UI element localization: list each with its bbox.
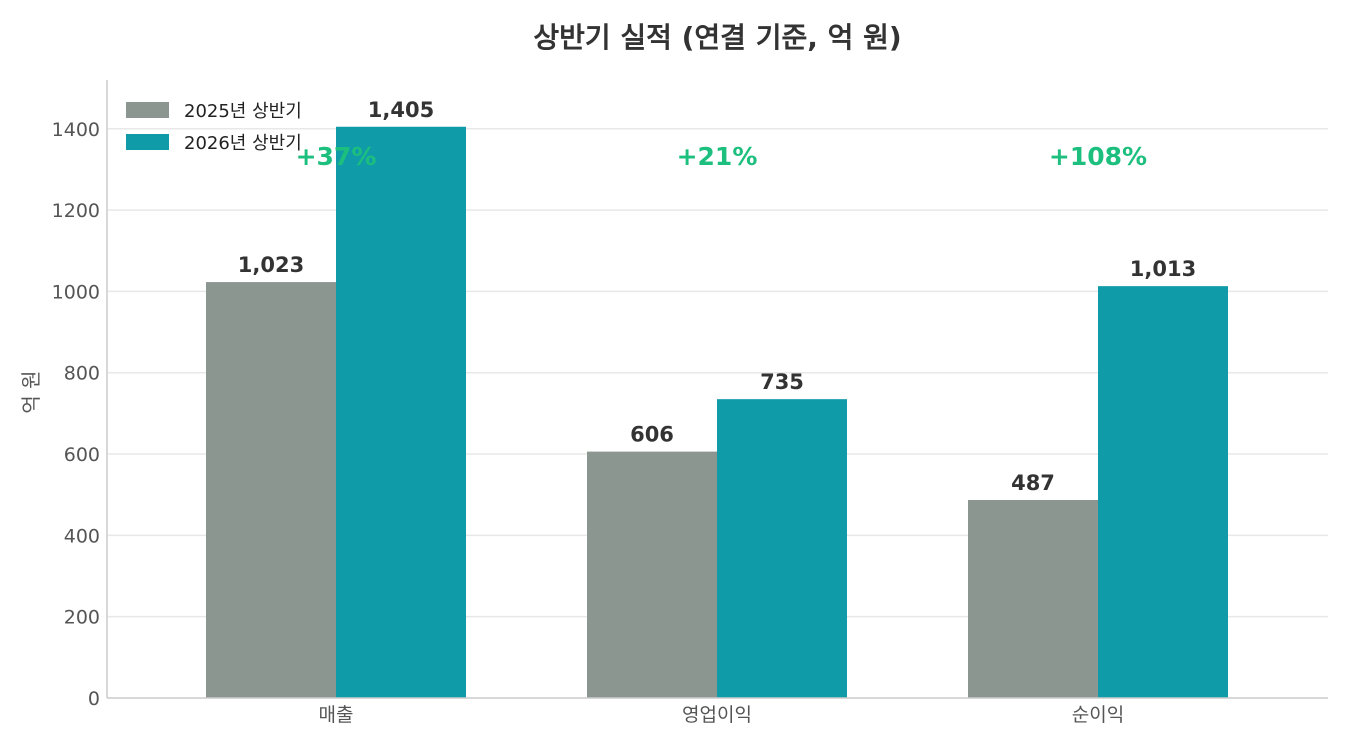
chart-title: 상반기 실적 (연결 기준, 억 원) (533, 21, 902, 54)
x-tick-label: 영업이익 (682, 704, 752, 726)
legend-swatch-2026 (126, 134, 169, 150)
y-tick-label: 800 (64, 363, 100, 385)
growth-label: +37% (296, 142, 377, 171)
y-tick-label: 1400 (52, 119, 100, 141)
axes (106, 80, 1328, 699)
bar-value-label: 1,405 (368, 98, 434, 122)
data-labels: 1,023 1,405 매출 +37% 606 735 영업이익 +21% 487 1,013 순이… (238, 98, 1196, 726)
x-tick-label: 순이익 (1072, 704, 1124, 726)
bars (206, 126, 1228, 698)
bar-2025 (587, 451, 717, 698)
bar-2026 (717, 399, 847, 698)
bar-value-label: 487 (1011, 471, 1055, 495)
bar-value-label: 606 (630, 423, 674, 447)
legend-label-2026: 2026년 상반기 (184, 133, 302, 154)
growth-label: +108% (1049, 142, 1147, 171)
y-tick-label: 200 (64, 607, 100, 629)
bar-value-label: 1,023 (238, 253, 304, 277)
bar-value-label: 1,013 (1130, 257, 1196, 281)
y-tick-label: 0 (88, 688, 100, 710)
x-tick-label: 매출 (319, 704, 354, 726)
bar-2026 (1098, 286, 1228, 698)
y-tick-label: 1000 (52, 281, 100, 303)
y-tick-label: 400 (64, 525, 100, 547)
legend-label-2025: 2025년 상반기 (184, 101, 302, 122)
bar-2026 (336, 126, 466, 698)
bar-2025 (968, 499, 1098, 698)
y-axis-label: 억 원 (19, 370, 43, 413)
growth-label: +21% (677, 142, 758, 171)
legend: 2025년 상반기 2026년 상반기 (126, 101, 302, 154)
bar-2025 (206, 282, 336, 698)
y-tick-label: 600 (64, 444, 100, 466)
bar-value-label: 735 (760, 370, 804, 394)
legend-swatch-2025 (126, 102, 169, 118)
y-tick-label: 1200 (52, 200, 100, 222)
